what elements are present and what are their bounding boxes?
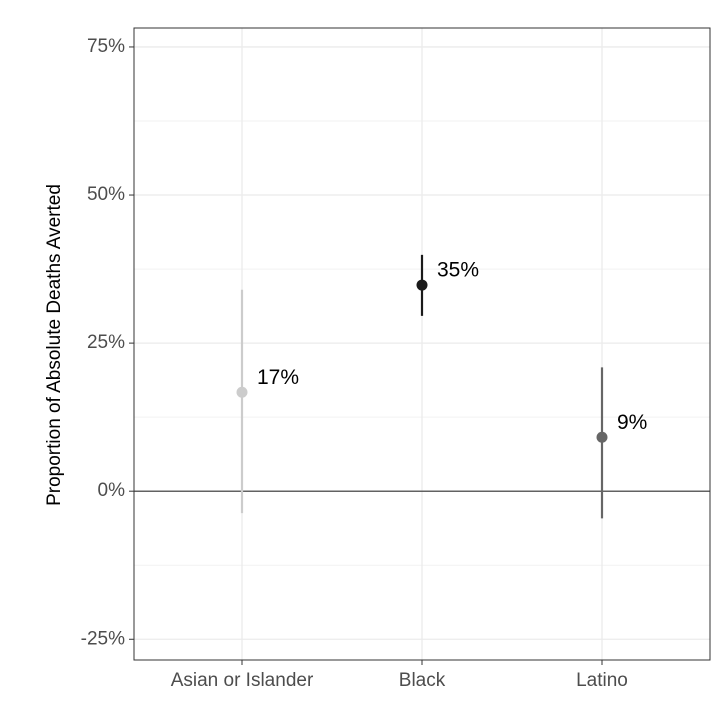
x-tick-label: Asian or Islander — [171, 670, 314, 691]
y-axis-label: Proportion of Absolute Deaths Averted — [44, 184, 65, 506]
x-tick-label: Latino — [576, 670, 628, 691]
y-tick-label: 25% — [87, 332, 125, 353]
point — [596, 431, 608, 443]
data-label: 17% — [257, 366, 299, 389]
y-tick-label: 0% — [98, 480, 126, 501]
y-tick-label: 75% — [87, 36, 125, 57]
data-label: 35% — [437, 259, 479, 282]
data-label: 9% — [617, 411, 647, 434]
y-tick-label: -25% — [81, 628, 125, 649]
y-tick-label: 50% — [87, 184, 125, 205]
point — [236, 386, 248, 398]
point — [416, 279, 428, 291]
x-tick-label: Black — [399, 670, 446, 691]
